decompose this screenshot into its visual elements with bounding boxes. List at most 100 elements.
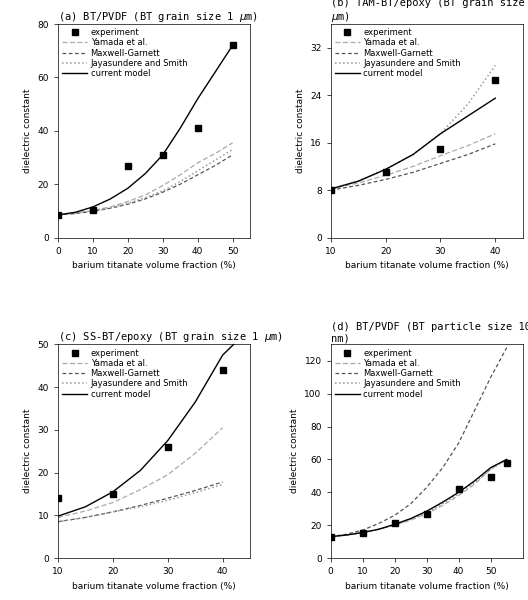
Jayasundere and Smith [327, 533, 334, 540]
Maxwell-Garnett [465, 151, 471, 158]
Maxwell-Garnett [344, 530, 350, 538]
Jayasundere and Smith [55, 518, 61, 525]
Maxwell-Garnett [142, 195, 148, 202]
Jayasundere and Smith [360, 529, 366, 536]
current model [212, 68, 219, 76]
Line: Yamada et al.: Yamada et al. [58, 428, 223, 517]
current model [90, 203, 96, 211]
Yamada et al. [439, 502, 446, 509]
Yamada et al. [382, 172, 389, 179]
Yamada et al. [142, 191, 148, 199]
Maxwell-Garnett [472, 407, 478, 414]
Y-axis label: dielectric constant: dielectric constant [23, 409, 32, 493]
Yamada et al. [492, 130, 498, 137]
Maxwell-Garnett [439, 464, 446, 471]
Jayasundere and Smith [177, 178, 183, 185]
Line: experiment: experiment [55, 367, 225, 501]
Line: Jayasundere and Smith: Jayasundere and Smith [58, 485, 223, 521]
Line: experiment: experiment [328, 77, 498, 193]
Text: (b) TAM-BT/epoxy (BT grain size 1
$\mu$m): (b) TAM-BT/epoxy (BT grain size 1 $\mu$m… [331, 0, 528, 24]
Jayasundere and Smith [125, 200, 131, 207]
experiment [487, 474, 494, 481]
current model [355, 178, 361, 185]
Maxwell-Garnett [220, 478, 226, 485]
experiment [90, 206, 96, 213]
current model [110, 488, 116, 496]
Yamada et al. [487, 466, 494, 473]
Maxwell-Garnett [230, 151, 236, 158]
Jayasundere and Smith [472, 479, 478, 486]
Jayasundere and Smith [439, 500, 446, 508]
Yamada et al. [72, 209, 79, 217]
current model [230, 42, 236, 49]
current model [456, 488, 462, 496]
Line: current model: current model [58, 46, 233, 215]
experiment [55, 494, 61, 502]
current model [137, 467, 144, 474]
Maxwell-Garnett [82, 514, 89, 521]
experiment [55, 211, 61, 218]
Maxwell-Garnett [110, 508, 116, 515]
experiment [423, 510, 430, 517]
Maxwell-Garnett [492, 140, 498, 148]
Yamada et al. [110, 499, 116, 506]
current model [220, 352, 226, 359]
Maxwell-Garnett [72, 210, 79, 217]
Maxwell-Garnett [192, 487, 199, 494]
experiment [382, 169, 389, 176]
Maxwell-Garnett [137, 502, 144, 509]
current model [392, 521, 398, 528]
Jayasundere and Smith [142, 194, 148, 201]
Maxwell-Garnett [375, 520, 382, 527]
Jayasundere and Smith [465, 100, 471, 108]
Maxwell-Garnett [327, 187, 334, 194]
current model [437, 130, 444, 137]
current model [194, 95, 201, 103]
Legend: experiment, Yamada et al., Maxwell-Garnett, Jayasundere and Smith, current model: experiment, Yamada et al., Maxwell-Garne… [333, 26, 463, 80]
Jayasundere and Smith [382, 166, 389, 173]
Line: Jayasundere and Smith: Jayasundere and Smith [331, 65, 495, 189]
Jayasundere and Smith [82, 514, 89, 521]
current model [423, 508, 430, 515]
current model [408, 515, 414, 522]
Maxwell-Garnett [327, 533, 334, 540]
X-axis label: barium titanate volume fraction (%): barium titanate volume fraction (%) [345, 581, 508, 590]
Yamada et al. [408, 517, 414, 524]
current model [177, 125, 183, 132]
Jayasundere and Smith [375, 526, 382, 533]
Yamada et al. [55, 211, 61, 218]
Jayasundere and Smith [410, 151, 416, 158]
experiment [437, 145, 444, 152]
Jayasundere and Smith [327, 185, 334, 193]
Jayasundere and Smith [55, 211, 61, 218]
Jayasundere and Smith [220, 481, 226, 488]
Line: Yamada et al.: Yamada et al. [331, 460, 507, 536]
Text: (a) BT/PVDF (BT grain size 1 $\mu$m): (a) BT/PVDF (BT grain size 1 $\mu$m) [58, 10, 258, 24]
Yamada et al. [410, 163, 416, 170]
Yamada et al. [55, 514, 61, 521]
Yamada et al. [220, 424, 226, 431]
current model [107, 195, 114, 202]
experiment [159, 151, 166, 158]
Maxwell-Garnett [159, 188, 166, 196]
Maxwell-Garnett [355, 182, 361, 189]
Legend: experiment, Yamada et al., Maxwell-Garnett, Jayasundere and Smith, current model: experiment, Yamada et al., Maxwell-Garne… [61, 347, 190, 400]
current model [439, 499, 446, 506]
Jayasundere and Smith [72, 210, 79, 217]
experiment [456, 485, 462, 493]
Maxwell-Garnett [392, 512, 398, 519]
Line: experiment: experiment [328, 460, 510, 539]
Jayasundere and Smith [107, 204, 114, 211]
Legend: experiment, Yamada et al., Maxwell-Garnett, Jayasundere and Smith, current model: experiment, Yamada et al., Maxwell-Garne… [61, 26, 190, 80]
Yamada et al. [327, 533, 334, 540]
Jayasundere and Smith [504, 456, 510, 463]
current model [472, 477, 478, 484]
Maxwell-Garnett [55, 518, 61, 525]
Jayasundere and Smith [230, 146, 236, 153]
Yamada et al. [82, 508, 89, 515]
current model [192, 398, 199, 406]
Jayasundere and Smith [192, 489, 199, 496]
Jayasundere and Smith [355, 178, 361, 185]
Jayasundere and Smith [437, 130, 444, 137]
Maxwell-Garnett [90, 208, 96, 215]
